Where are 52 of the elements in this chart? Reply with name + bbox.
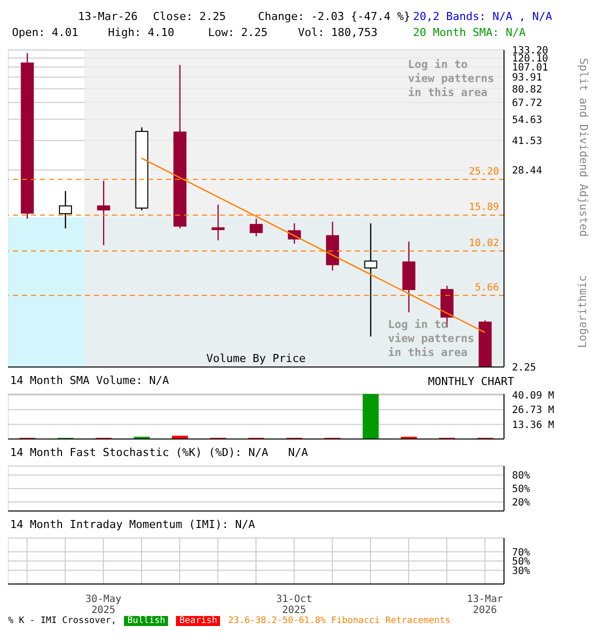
chart-title: 14 Month Fast Stochastic (%K) (%D): N/A N/A xyxy=(10,446,308,459)
x-tick-label: 31-Oct 2025 xyxy=(276,594,312,616)
chart-title: 14 Month SMA Volume: N/A xyxy=(10,374,169,387)
y-tick-label: 70% xyxy=(512,547,530,558)
text: 20,2 Bands: N/A , N/A xyxy=(413,10,552,23)
annotation: Log in to view patterns in this area xyxy=(408,58,496,100)
y-tick-label: 40.09 M xyxy=(512,390,554,402)
y-tick-label: 80% xyxy=(512,470,530,482)
candlestick xyxy=(364,222,378,338)
candlestick xyxy=(97,180,110,246)
text: Low: 2.25 xyxy=(208,26,268,39)
x-tick-label: 13-Mar 2026 xyxy=(466,594,503,616)
candlestick xyxy=(58,190,72,229)
y-tick-label: 107.01 xyxy=(512,62,548,74)
text: Vol: 180,753 xyxy=(298,26,378,39)
ref-line-label: 10.02 xyxy=(468,238,499,249)
bar xyxy=(172,436,188,439)
y-tick-label: 93.91 xyxy=(512,72,542,84)
text: Bearish xyxy=(176,616,220,626)
y-tick-label: 50% xyxy=(512,484,530,496)
y-tick-label: 41.53 xyxy=(512,136,542,148)
x-tick-label: 30-May 2025 xyxy=(85,594,122,616)
y-tick-label: 30% xyxy=(512,566,530,577)
text: 20 Month SMA: N/A xyxy=(413,26,526,39)
y-axis-title: Split and Dividend Adjusted xyxy=(577,58,590,237)
y-tick-label: 28.44 xyxy=(512,165,542,176)
ref-line-label: 25.20 xyxy=(468,166,499,178)
y-tick-label: 20% xyxy=(512,498,530,509)
text: Open: 4.01 xyxy=(12,26,78,39)
text: 13-Mar-26 xyxy=(78,10,138,23)
chart-title: 14 Month Intraday Momentum (IMI): N/A xyxy=(10,518,256,531)
text: Logarithmic xyxy=(576,275,589,348)
text: MONTHLY CHART xyxy=(428,375,514,388)
text: 23.6-38.2-50-61.8% Fibonacci Retracements xyxy=(228,616,450,626)
y-tick-label: 54.63 xyxy=(512,114,542,126)
band-label: Volume By Price xyxy=(206,352,306,365)
text: Close: 2.25 xyxy=(153,10,226,23)
text: % K - IMI Crossover, xyxy=(8,616,116,626)
y-tick-label: 2.25 xyxy=(512,362,536,374)
text: Bullish xyxy=(124,616,168,626)
ref-line-label: 5.66 xyxy=(474,282,499,294)
bar xyxy=(362,394,379,439)
y-tick-label: 26.73 M xyxy=(512,405,554,416)
y-tick-label: 13.36 M xyxy=(512,420,554,431)
candlestick xyxy=(212,204,225,241)
y-tick-label: 50% xyxy=(512,556,530,568)
y-tick-label: 80.82 xyxy=(512,84,542,96)
text: Change: -2.03 {-47.4 %} xyxy=(258,10,410,23)
y-tick-label: 67.72 xyxy=(512,98,542,110)
ref-line-label: 15.89 xyxy=(468,202,499,214)
text: High: 4.10 xyxy=(108,26,174,39)
candlestick xyxy=(250,218,263,237)
